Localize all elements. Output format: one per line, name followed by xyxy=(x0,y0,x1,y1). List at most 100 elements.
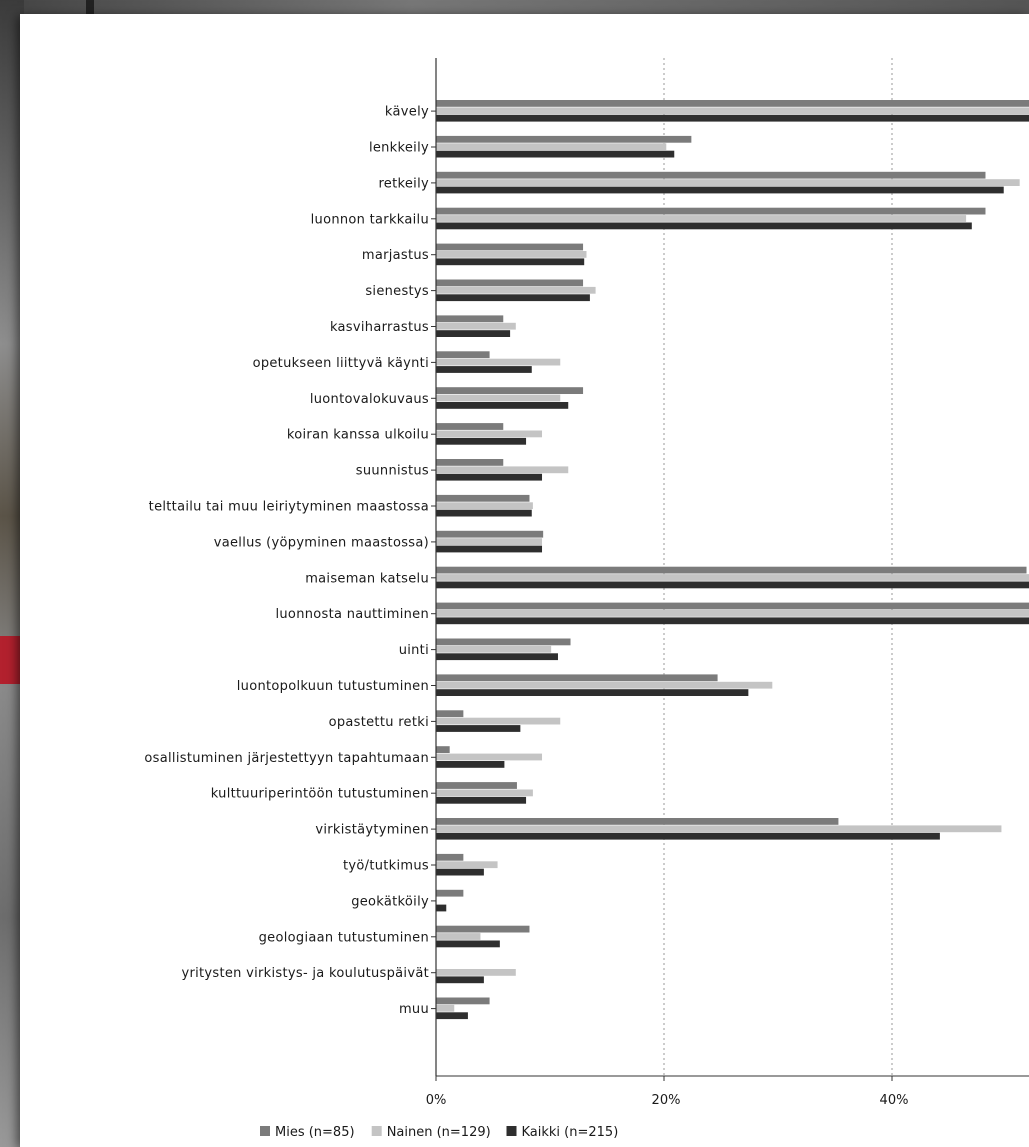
category-label: työ/tutkimus xyxy=(343,859,429,874)
bar-mies xyxy=(436,710,464,718)
bar-kaikki xyxy=(436,186,1004,194)
bar-mies xyxy=(436,997,490,1005)
x-tick-label: 20% xyxy=(652,1093,681,1108)
bar-kaikki xyxy=(436,725,521,732)
bar-nainen xyxy=(436,251,587,258)
legend-swatch xyxy=(371,1126,382,1136)
background-top-bar xyxy=(0,0,1029,16)
bar-kaikki xyxy=(436,868,484,876)
bar-kaikki xyxy=(436,330,511,337)
category-label: kävely xyxy=(385,105,429,120)
bar-mies xyxy=(436,853,464,861)
category-label: opetukseen liittyvä käynti xyxy=(253,356,429,371)
category-label: geokätköily xyxy=(351,894,429,909)
bar-nainen xyxy=(436,969,516,976)
bar-nainen xyxy=(436,645,552,653)
bar-mies xyxy=(436,243,584,251)
legend-swatch xyxy=(506,1126,517,1136)
bar-kaikki xyxy=(436,617,1029,625)
bar-kaikki xyxy=(436,904,447,912)
bar-mies xyxy=(436,638,571,646)
legend-label: Mies (n=85) xyxy=(275,1125,355,1140)
category-label: luonnosta nauttiminen xyxy=(275,607,429,622)
bar-kaikki xyxy=(436,761,505,768)
category-label: osallistuminen järjestettyyn tapahtumaan xyxy=(144,751,429,766)
bar-mies xyxy=(436,746,450,753)
bar-nainen xyxy=(436,753,543,761)
bar-kaikki xyxy=(436,294,590,302)
bar-kaikki xyxy=(436,832,940,840)
bar-mies xyxy=(436,530,544,538)
bar-mies xyxy=(436,566,1027,574)
bar-kaikki xyxy=(436,976,484,984)
bars xyxy=(436,100,1029,1020)
bar-nainen xyxy=(436,466,569,474)
bar-mies xyxy=(436,423,504,430)
category-label: luonnon tarkkailu xyxy=(311,212,429,227)
axes: 0%20%40%60%80% xyxy=(426,58,1029,1108)
x-tick-label: 0% xyxy=(426,1093,447,1108)
category-label: luontopolkuun tutustuminen xyxy=(237,679,429,694)
bar-kaikki xyxy=(436,689,749,696)
bar-chart: kävely lenkkeily retkeily luonnon tarkkailu… xyxy=(144,58,1029,1140)
background-red-strip xyxy=(0,636,20,684)
category-label: telttailu tai muu leiriytyminen maastoss… xyxy=(149,500,429,515)
category-label: kasviharrastus xyxy=(330,320,429,335)
bar-kaikki xyxy=(436,940,500,948)
bar-mies xyxy=(436,818,839,825)
legend: Mies (n=85) Nainen (n=129) Kaikki (n=215) xyxy=(260,1125,618,1140)
bar-mies xyxy=(436,135,692,143)
bar-nainen xyxy=(436,1004,455,1012)
bar-kaikki xyxy=(436,437,527,445)
bar-nainen xyxy=(436,107,1029,115)
bar-mies xyxy=(436,925,530,933)
category-label: geologiaan tutustuminen xyxy=(259,930,429,945)
bar-nainen xyxy=(436,681,773,689)
bar-nainen xyxy=(436,789,533,797)
bar-kaikki xyxy=(436,1012,468,1020)
bar-nainen xyxy=(436,933,481,940)
bar-nainen xyxy=(436,286,596,294)
bar-nainen xyxy=(436,574,1029,581)
category-label: virkistäytyminen xyxy=(315,823,429,838)
bar-kaikki xyxy=(436,653,558,661)
bar-mies xyxy=(436,782,517,789)
category-label: retkeily xyxy=(378,176,429,191)
bar-nainen xyxy=(436,322,516,330)
bar-kaikki xyxy=(436,796,527,804)
bar-mies xyxy=(436,351,490,359)
category-label: uinti xyxy=(399,643,429,658)
bar-mies xyxy=(436,459,504,466)
bar-nainen xyxy=(436,502,533,510)
bar-nainen xyxy=(436,861,498,869)
bar-nainen xyxy=(436,538,543,545)
bar-mies xyxy=(436,207,986,215)
legend-swatch xyxy=(260,1126,270,1136)
category-label: muu xyxy=(399,1002,429,1017)
category-label: suunnistus xyxy=(356,464,429,479)
bar-mies xyxy=(436,889,464,897)
category-label: lenkkeily xyxy=(369,141,429,156)
background-dark-block xyxy=(86,0,94,16)
category-label: kulttuuriperintöön tutustuminen xyxy=(211,787,429,802)
category-label: vaellus (yöpyminen maastossa) xyxy=(214,535,429,550)
category-label: opastettu retki xyxy=(329,715,429,730)
bar-nainen xyxy=(436,358,561,366)
bar-mies xyxy=(436,674,718,682)
bar-kaikki xyxy=(436,114,1029,122)
bar-kaikki xyxy=(436,150,675,158)
category-label: yritysten virkistys- ja koulutuspäivät xyxy=(181,966,429,981)
category-label: maiseman katselu xyxy=(305,571,429,586)
bar-mies xyxy=(436,494,530,502)
bar-nainen xyxy=(436,610,1029,617)
bar-nainen xyxy=(436,143,667,151)
x-tick-label: 40% xyxy=(880,1093,909,1108)
bar-nainen xyxy=(436,825,1002,833)
category-label: koiran kanssa ulkoilu xyxy=(287,428,429,443)
bar-nainen xyxy=(436,394,561,402)
legend-label: Nainen (n=129) xyxy=(387,1125,491,1140)
bar-kaikki xyxy=(436,473,543,481)
bar-kaikki xyxy=(436,222,972,230)
category-labels: kävely lenkkeily retkeily luonnon tarkkailu… xyxy=(144,105,429,1017)
